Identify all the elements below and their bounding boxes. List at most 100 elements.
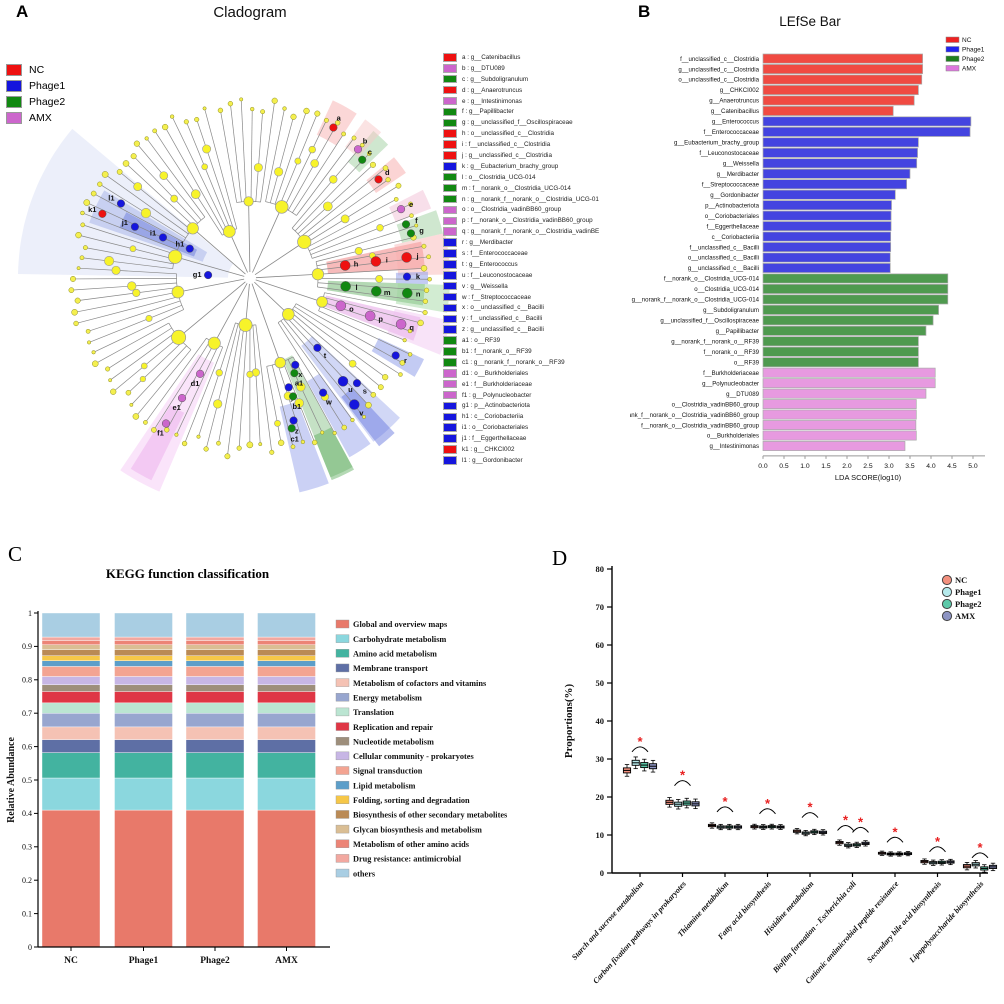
- taxa-legend-item: j1 : f__Eggerthellaceae: [443, 433, 599, 444]
- kegg-legend-label: Translation: [353, 708, 394, 717]
- clade-node-label-r: r: [404, 356, 407, 365]
- clade-node-j1: [130, 222, 139, 231]
- legend-swatch-Phage2: [6, 96, 22, 108]
- lefse-bar-label: c__Coriobacteriia: [712, 234, 760, 241]
- kegg-y-axis: 0 0.1 0.2 0.3 0.4 0.5 0.6 0.7 0.8 0.9 1 Relative Ab…: [6, 609, 39, 952]
- taxa-label: d1 : o__Burkholderiales: [462, 369, 529, 377]
- kegg-legend-swatch: [335, 634, 350, 643]
- kegg-legend-label: Energy metabolism: [353, 693, 422, 702]
- taxa-label: s : f__Enterococcaceae: [462, 249, 528, 257]
- clade-node-label-w: w: [325, 397, 332, 406]
- kegg-segment: [41, 636, 101, 641]
- prop-x-tick: Starch and sucrose metabolism: [570, 879, 646, 961]
- lefse-bar: [762, 367, 936, 378]
- clade-node-h1: [185, 244, 194, 253]
- kegg-segment: [114, 655, 173, 661]
- lefse-bar: [762, 210, 892, 221]
- lefse-bar-label: f__norank_o__Clostridia_UCG-014: [664, 276, 760, 283]
- lefse-bar-label: g__Catenibacillus: [711, 108, 759, 115]
- significance-star: *: [935, 834, 941, 849]
- lefse-bar: [762, 242, 892, 253]
- lefse-x-tick: 2.0: [842, 463, 852, 470]
- lefse-bar-label: f__Enterococcaceae: [703, 129, 759, 136]
- significance-star: *: [892, 824, 898, 839]
- taxa-legend-item: x : o__unclassified_c__Bacilli: [443, 302, 599, 313]
- lefse-bar-label: g__Merdibacter: [717, 171, 759, 178]
- lefse-bar: [762, 336, 919, 347]
- clade-node-g1: [204, 271, 213, 280]
- prop-legend-marker-Phage2: [941, 598, 953, 610]
- kegg-segment: [257, 691, 316, 704]
- kegg-legend-label: Biosynthesis of other secondary metaboli…: [353, 811, 508, 820]
- lefse-bar-label: o__Burkholderiales: [707, 433, 759, 440]
- lefse-bar-label: o__unclassified_c__Bacilli: [688, 255, 759, 262]
- taxa-label: l : o__Clostridia_UCG-014: [462, 173, 536, 181]
- kegg-segment: [41, 739, 101, 753]
- clade-node-label-m: m: [384, 288, 391, 297]
- kegg-segment: [257, 739, 316, 753]
- kegg-legend-label: Metabolism of cofactors and vitamins: [353, 679, 487, 688]
- prop-legend-marker-Phage1: [941, 586, 953, 598]
- significance-star: *: [722, 794, 728, 809]
- lefse-bar-label: f__Burkholderiaceae: [703, 370, 760, 377]
- kegg-legend-swatch: [335, 649, 350, 658]
- kegg-segment: [114, 777, 173, 811]
- taxa-swatch: [443, 390, 457, 400]
- taxa-legend-item: y : f__unclassified_c__Bacilli: [443, 313, 599, 324]
- prop-x-tick: Lipopolysaccharide biosynthesis: [907, 879, 986, 965]
- lefse-bar-label: g__Eubacterium_brachy_group: [674, 140, 760, 147]
- taxa-legend-item: m : f__norank_o__Clostridia_UCG-014: [443, 183, 599, 194]
- kegg-legend-label: Global and overview maps: [353, 620, 448, 629]
- lefse-bar: [762, 263, 891, 273]
- lefse-x-tick: 4.0: [926, 463, 936, 470]
- cladogram-legend-item-Phage1: Phage1: [6, 78, 65, 94]
- lefse-bar: [762, 231, 892, 242]
- legend-swatch-NC: [6, 64, 22, 76]
- kegg-segment: [257, 684, 316, 692]
- kegg-title: KEGG function classification: [105, 566, 270, 581]
- kegg-segment: [41, 640, 101, 645]
- lefse-legend-label: Phage2: [962, 56, 985, 63]
- lefse-x-tick: 5.0: [968, 463, 978, 470]
- panel-d-label: D: [552, 546, 568, 570]
- taxa-swatch: [443, 292, 457, 302]
- taxa-swatch: [443, 445, 457, 454]
- lefse-legend: NC Phage1 Phage2 AMX: [945, 36, 985, 73]
- lefse-bar: [762, 95, 915, 106]
- taxa-swatch: [443, 456, 457, 465]
- clade-node-label-x: x: [298, 370, 303, 379]
- kegg-segment: [257, 660, 316, 667]
- cladogram-taxa-legend: a : g__Catenibacillus b : g__DTU089 c : g_…: [443, 52, 599, 466]
- kegg-segment: [114, 809, 173, 948]
- prop-legend-marker-AMX: [941, 610, 953, 622]
- kegg-segment: [114, 712, 173, 728]
- taxa-label: e1 : f__Burkholderiaceae: [462, 380, 533, 388]
- kegg-segment: [114, 644, 173, 650]
- kegg-segment: [41, 644, 101, 650]
- kegg-segment: [257, 702, 316, 714]
- lefse-bar-label: g__norank_f__norank_o__Clostridia_UCG-01…: [632, 297, 760, 304]
- lefse-x-tick: 4.5: [947, 463, 957, 470]
- clade-node-label-l1: l1: [108, 194, 114, 203]
- prop-y-axis: 0 10 20 30 40 50 60 70 80 Proportions(%): [563, 564, 613, 878]
- lefse-bar: [762, 441, 906, 451]
- taxa-label: u : f__Leuconostocaceae: [462, 271, 533, 279]
- clade-node-d1: [196, 369, 205, 378]
- kegg-segment: [257, 612, 316, 638]
- kegg-segment: [41, 676, 101, 686]
- taxa-swatch: [443, 172, 457, 182]
- cladogram-legend-item-AMX: AMX: [6, 110, 65, 126]
- lefse-bar-label: o__Clostridia_vadinBB60_group: [672, 401, 760, 408]
- kegg-segment: [41, 777, 101, 811]
- taxa-swatch: [443, 336, 457, 345]
- kegg-segment: [185, 649, 245, 656]
- cladogram-plot: abcdefghijklmnopqrstuvwxyza1b1c1d1e1f1g1…: [18, 97, 451, 493]
- kegg-segment: [257, 644, 316, 650]
- taxa-label: a : g__Catenibacillus: [462, 53, 521, 61]
- clade-node-label-u: u: [348, 385, 353, 394]
- taxa-swatch: [443, 303, 457, 313]
- lefse-bar-label: o__Clostridia_UCG-014: [694, 286, 759, 293]
- legend-swatch-Phage1: [6, 80, 22, 92]
- lefse-bar: [762, 304, 939, 315]
- taxa-swatch: [443, 412, 457, 422]
